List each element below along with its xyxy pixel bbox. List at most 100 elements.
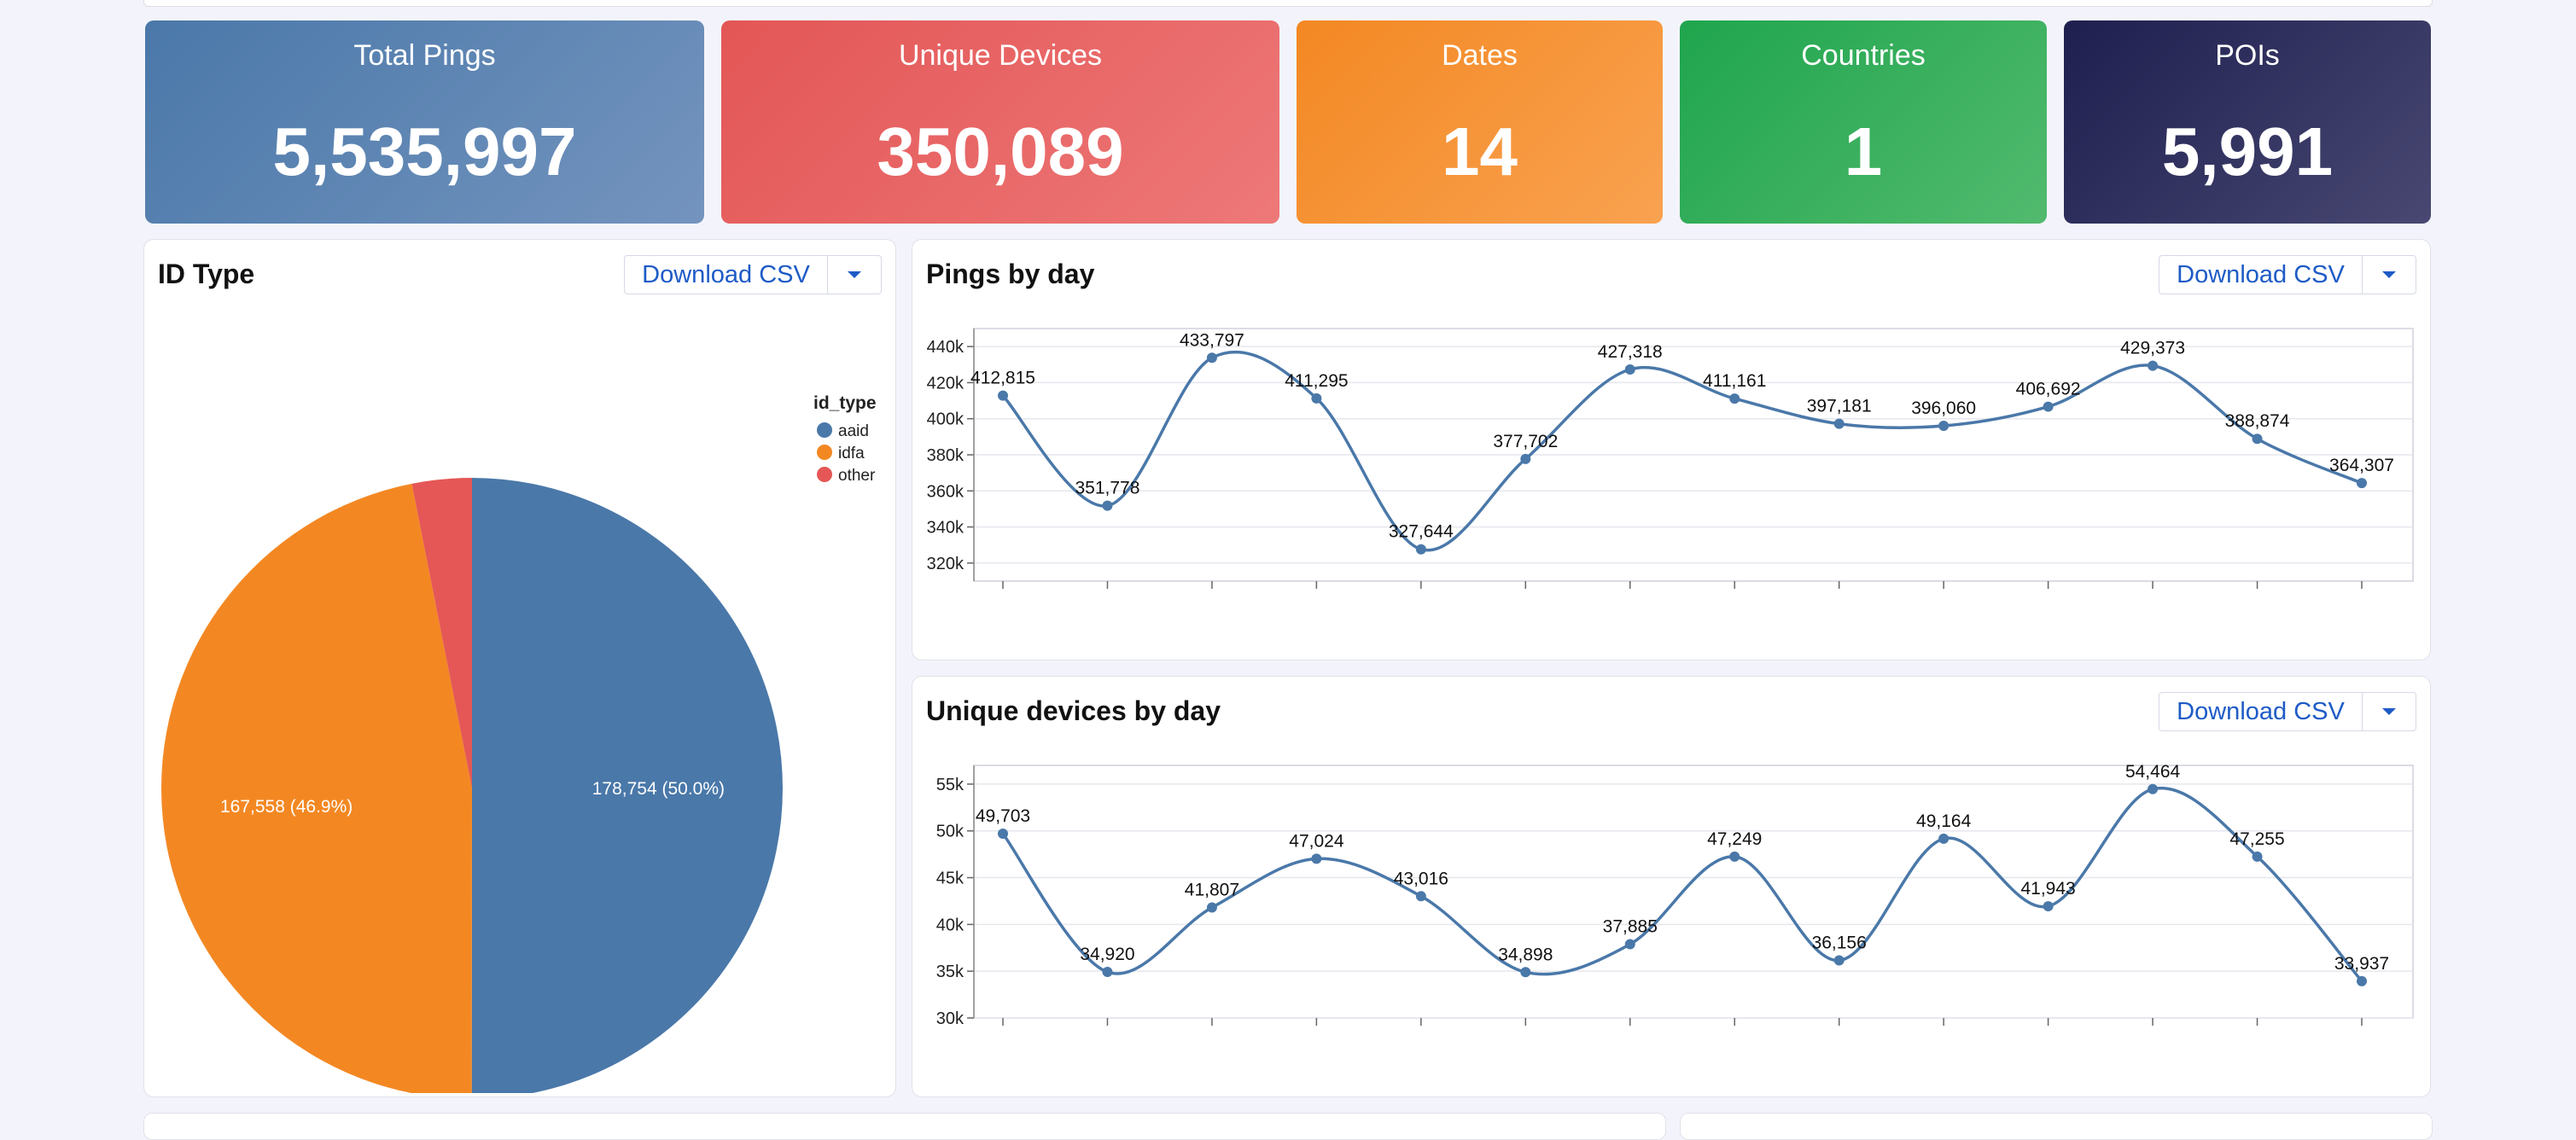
legend-swatch [817, 422, 832, 438]
data-point [1520, 453, 1531, 464]
data-label: 351,778 [1075, 479, 1140, 498]
y-tick-label: 55k [936, 776, 965, 794]
download-csv-button[interactable]: Download CSV [2159, 255, 2416, 294]
data-label: 43,016 [1394, 869, 1448, 888]
legend-swatch [817, 445, 832, 460]
data-label: 377,702 [1493, 432, 1558, 451]
data-point [1938, 833, 1949, 844]
kpi-label: POIs [2215, 39, 2280, 72]
data-point [2148, 783, 2159, 794]
kpi-label: Dates [1442, 39, 1518, 72]
legend-label: other [838, 467, 876, 485]
data-label: 34,898 [1498, 945, 1553, 964]
data-point [1833, 955, 1845, 966]
y-tick-label: 340k [927, 519, 965, 538]
data-point [998, 390, 1008, 401]
data-point [1206, 902, 1217, 913]
y-tick-label: 45k [936, 870, 965, 888]
kpi-pois: POIs 5,991 [2064, 20, 2431, 224]
download-csv-label[interactable]: Download CSV [642, 260, 810, 288]
data-label: 34,920 [1080, 945, 1134, 964]
panel-title: ID Type [158, 259, 255, 289]
data-label: 54,464 [2125, 762, 2181, 782]
data-label: 397,181 [1807, 397, 1872, 416]
data-point [1729, 393, 1740, 404]
legend-label: aaid [838, 422, 869, 440]
unique-devices-line-chart: 30k 35k 40k 45k 50k 55k 49,703 34,920 41,807 47,0… [936, 762, 2414, 1028]
data-point [1624, 939, 1635, 950]
data-label: 49,164 [1916, 811, 1972, 831]
legend-label: idfa [838, 445, 865, 462]
data-label: 427,318 [1598, 342, 1663, 362]
data-point [1938, 421, 1949, 432]
kpi-value: 14 [1442, 113, 1518, 189]
pie-slice-other [411, 478, 472, 788]
data-label: 412,815 [970, 369, 1035, 388]
y-tick-label: 30k [936, 1009, 965, 1028]
unique-devices-by-day-panel: Unique devices by day Download CSV 30k 35… [912, 676, 2431, 1097]
data-point [2148, 360, 2159, 371]
pie-data-label: 178,754 (50.0%) [592, 779, 725, 799]
kpi-value: 5,991 [2161, 113, 2334, 189]
panel-title: Pings by day [926, 259, 1095, 289]
data-label: 406,692 [2016, 380, 2081, 399]
y-tick-label: 440k [927, 338, 965, 357]
kpi-label: Unique Devices [898, 39, 1103, 72]
data-point [1311, 393, 1322, 404]
legend-swatch [817, 467, 832, 482]
data-label: 41,807 [1185, 881, 1239, 900]
id-type-panel: ID Type Download CSV 178,754 (50.0%) 167,… [143, 239, 896, 1097]
data-label: 364,307 [2329, 456, 2394, 475]
kpi-dates: Dates 14 [1297, 20, 1663, 224]
data-label: 47,024 [1289, 831, 1344, 851]
y-tick-label: 360k [927, 482, 965, 501]
kpi-value: 1 [1844, 113, 1883, 189]
data-point [1415, 891, 1426, 902]
y-tick-label: 320k [927, 555, 965, 573]
download-csv-button[interactable]: Download CSV [624, 255, 882, 294]
data-label: 429,373 [2120, 339, 2185, 358]
data-point [1833, 418, 1845, 429]
y-tick-label: 380k [927, 446, 965, 465]
data-label: 41,943 [2020, 879, 2075, 899]
data-point [1415, 544, 1426, 555]
data-point [2252, 433, 2263, 445]
data-label: 47,255 [2229, 829, 2284, 849]
data-label: 47,249 [1707, 829, 1762, 849]
y-tick-label: 40k [936, 916, 965, 934]
chevron-down-icon[interactable] [2362, 256, 2416, 294]
download-csv-button[interactable]: Download CSV [2159, 692, 2416, 731]
chevron-down-icon[interactable] [827, 256, 881, 294]
id-type-pie-chart: 178,754 (50.0%) 167,558 (46.9%) id_typeaai… [161, 393, 877, 1093]
data-point [2357, 975, 2367, 986]
data-point [1311, 853, 1322, 864]
data-label: 411,161 [1703, 371, 1766, 391]
data-point [1624, 364, 1635, 375]
pie-data-label: 167,558 (46.9%) [220, 797, 353, 817]
data-label: 327,644 [1389, 522, 1454, 542]
pie-slice-idfa [161, 483, 472, 1093]
next-panel-edge [143, 1113, 1666, 1140]
pings-by-day-panel: Pings by day Download CSV 320k 340k 360k 38… [912, 239, 2431, 660]
kpi-total-pings: Total Pings 5,535,997 [145, 20, 704, 224]
series-line [1001, 350, 2363, 552]
data-label: 49,703 [976, 806, 1030, 826]
data-point [2043, 401, 2054, 412]
data-point [2252, 851, 2263, 862]
data-point [1520, 967, 1531, 978]
chevron-down-icon[interactable] [2362, 693, 2416, 730]
data-point [998, 828, 1008, 839]
kpi-countries: Countries 1 [1680, 20, 2047, 224]
download-csv-label[interactable]: Download CSV [2177, 260, 2345, 288]
data-label: 37,885 [1603, 917, 1658, 937]
data-label: 36,156 [1812, 934, 1867, 953]
data-point [1102, 500, 1113, 511]
panel-title: Unique devices by day [926, 695, 1221, 726]
pie-slice-aaid [471, 478, 783, 1093]
y-tick-label: 35k [936, 963, 965, 981]
y-tick-label: 400k [927, 410, 965, 429]
top-filter-bar [143, 0, 2433, 7]
data-label: 388,874 [2225, 411, 2290, 431]
data-point [2357, 478, 2367, 489]
download-csv-label[interactable]: Download CSV [2177, 697, 2345, 725]
